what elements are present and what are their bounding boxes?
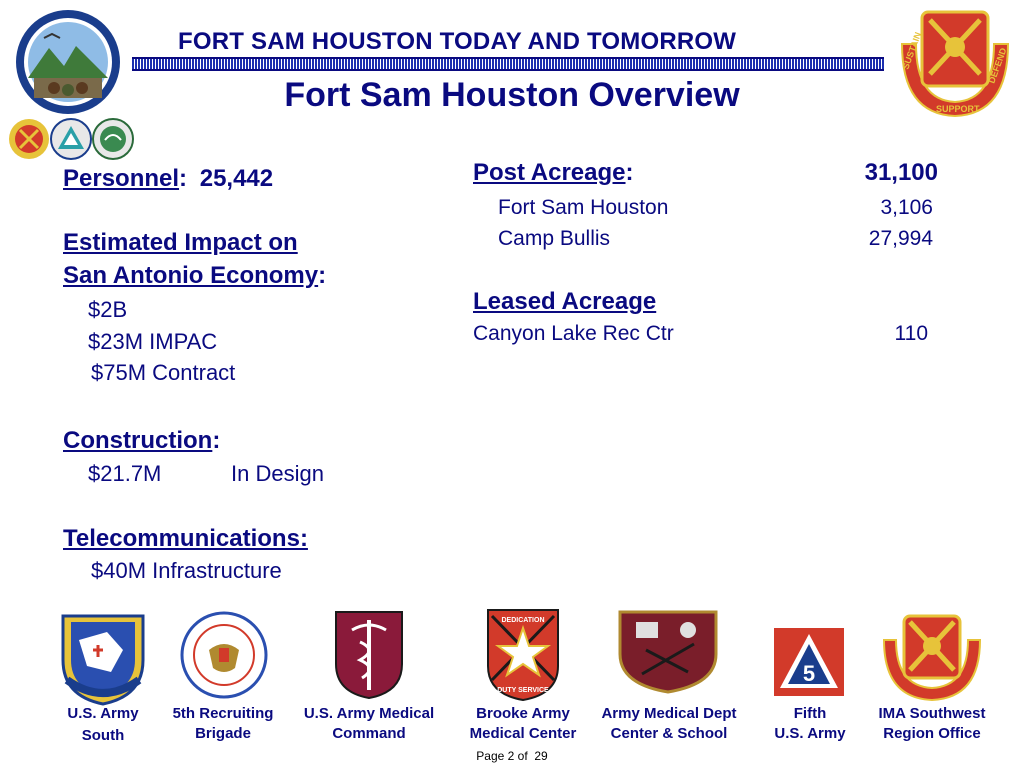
- logo-label-line: Fifth: [793, 705, 827, 722]
- fifth-army-patch-icon: 5: [774, 628, 844, 696]
- impact-heading-line1: Estimated Impact on: [63, 229, 298, 256]
- leased-row-value: 110: [894, 322, 928, 345]
- telecom-item: $40M Infrastructure: [91, 558, 282, 583]
- army-south-shield-icon: [61, 614, 145, 706]
- header-divider-bar: [132, 57, 884, 71]
- logo-label-line: Medical Center: [469, 725, 577, 742]
- logo-label-line: Region Office: [883, 725, 981, 742]
- header-title: FORT SAM HOUSTON TODAY AND TOMORROW: [178, 28, 737, 55]
- logo-label-line: U.S. Army: [67, 705, 139, 722]
- page-number: Page 2 of 29: [0, 749, 1024, 763]
- logo-label-line: Army Medical Dept: [601, 705, 737, 722]
- ima-crest-large-icon: SUSTAIN SUPPORT DEFEND: [900, 10, 1010, 118]
- leased-acreage-heading: Leased Acreage: [473, 288, 657, 315]
- impact-item: $23M IMPAC: [88, 329, 218, 354]
- logo-label-line: South: [81, 727, 125, 744]
- green-seal-icon: [92, 118, 134, 160]
- slide-title: Fort Sam Houston Overview: [284, 76, 740, 114]
- page-total: 29: [534, 749, 548, 763]
- post-acreage-label: Post Acreage: [473, 159, 626, 186]
- page-label: Page 2 of: [476, 749, 528, 763]
- ima-small-crest-icon: [9, 119, 49, 159]
- impact-heading-line2: San Antonio Economy:: [63, 262, 326, 290]
- construction-status: In Design: [231, 461, 324, 486]
- acreage-row-name: Fort Sam Houston: [498, 196, 669, 219]
- logo-label-line: U.S. Army Medical: [303, 705, 435, 722]
- construction-heading: Construction:: [63, 427, 220, 455]
- personnel-line: Personnel: 25,442: [63, 165, 273, 193]
- acreage-row-name: Camp Bullis: [498, 227, 611, 250]
- leased-row-name: Canyon Lake Rec Ctr: [473, 322, 674, 345]
- ima-crest-icon: [882, 614, 982, 702]
- fifth-army-numeral: 5: [803, 661, 815, 686]
- impact-item: $2B: [88, 297, 128, 322]
- logo-label-army-south: U.S. Army South: [44, 704, 162, 746]
- acreage-row-value: 27,994: [868, 227, 933, 250]
- logo-label-recruiting-brigade: 5th Recruiting Brigade: [160, 704, 286, 744]
- telecom-heading: Telecommunications:: [63, 525, 308, 552]
- logo-label-line: Brooke Army: [476, 705, 570, 722]
- triangle-emblem-icon: [50, 118, 92, 160]
- impact-heading-text: San Antonio Economy: [63, 262, 319, 289]
- logo-label-medical-command: U.S. Army Medical Command: [290, 704, 448, 744]
- post-acreage-heading: Post Acreage:: [473, 159, 634, 187]
- personnel-separator: :: [179, 165, 188, 192]
- bamc-star-shield-icon: DEDICATION DUTY SERVICE: [487, 609, 559, 702]
- logo-label-line: Command: [332, 725, 406, 742]
- construction-amount: $21.7M: [88, 461, 162, 486]
- personnel-label: Personnel: [63, 165, 180, 192]
- association-seal-icon: [16, 10, 120, 114]
- medical-command-caduceus-icon: [335, 611, 403, 700]
- construction-colon: :: [212, 427, 221, 454]
- bamc-top-text: DEDICATION: [501, 617, 544, 624]
- logo-label-fifth-army: Fifth U.S. Army: [756, 704, 864, 744]
- logo-label-line: Center & School: [610, 725, 728, 742]
- post-acreage-colon: :: [625, 159, 634, 186]
- amedd-school-crest-icon: [618, 610, 718, 694]
- impact-heading-colon: :: [318, 262, 327, 289]
- personnel-value: 25,442: [199, 165, 274, 192]
- logo-label-line: IMA Southwest: [878, 705, 986, 722]
- recruiting-brigade-seal-icon: [180, 611, 268, 699]
- logo-label-line: 5th Recruiting: [172, 705, 274, 722]
- logo-label-bamc: Brooke Army Medical Center: [456, 704, 590, 744]
- impact-item: $75M Contract: [91, 360, 236, 385]
- logo-label-line: U.S. Army: [774, 725, 846, 742]
- svg-text:SUPPORT: SUPPORT: [936, 104, 980, 114]
- construction-label: Construction: [63, 427, 213, 454]
- post-acreage-total: 31,100: [864, 159, 938, 186]
- logo-label-ima-southwest: IMA Southwest Region Office: [864, 704, 1000, 744]
- acreage-row-value: 3,106: [880, 196, 933, 219]
- logo-label-amedd-school: Army Medical Dept Center & School: [590, 704, 748, 744]
- logo-label-line: Brigade: [195, 725, 251, 742]
- bamc-bottom-text: DUTY SERVICE: [497, 687, 549, 694]
